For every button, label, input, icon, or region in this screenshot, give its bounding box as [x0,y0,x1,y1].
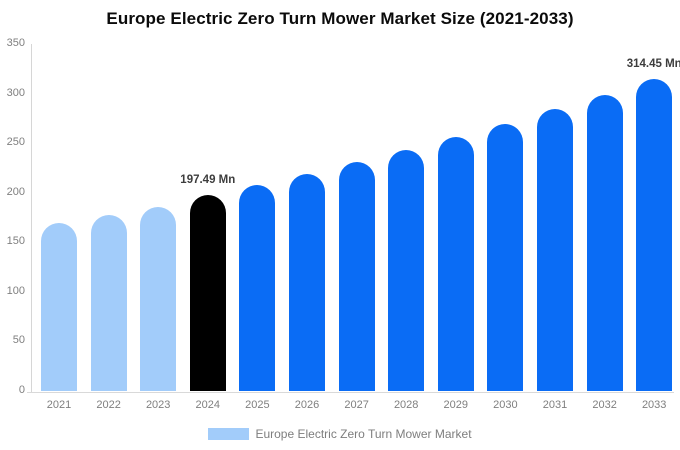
bar-2027[interactable] [338,161,375,391]
y-tick-100: 100 [6,284,25,297]
x-tick-2024: 2024 [195,399,221,411]
y-tick-250: 250 [6,136,25,149]
x-tick-2026: 2026 [294,399,320,411]
bar-2024[interactable] [189,195,226,391]
x-tick-2028: 2028 [393,399,419,411]
x-tick-2022: 2022 [96,399,121,411]
bar-2031[interactable] [537,109,573,391]
bar-2028[interactable] [388,150,425,391]
bar-2032[interactable] [586,94,623,391]
x-tick-2032: 2032 [592,399,617,411]
bar-2030[interactable] [487,124,524,391]
x-tick-2030: 2030 [493,399,518,411]
legend-item[interactable]: Europe Electric Zero Turn Mower Market [0,426,680,442]
y-tick-50: 50 [12,334,25,347]
x-tick-2025: 2025 [245,399,270,411]
y-tick-150: 150 [6,235,25,248]
x-tick-2027: 2027 [344,399,369,411]
y-tick-350: 350 [6,37,25,49]
y-tick-300: 300 [6,86,25,99]
x-tick-2023: 2023 [145,399,171,411]
x-axis-line [27,392,674,393]
legend-label: Europe Electric Zero Turn Mower Market [255,427,472,441]
x-tick-2031: 2031 [542,399,568,411]
data-label-2033: 314.45 Mn [626,58,680,71]
y-tick-0: 0 [18,384,25,396]
bar-2023[interactable] [140,206,177,391]
bar-2026[interactable] [289,173,325,391]
bar-2025[interactable] [239,184,276,391]
bar-2029[interactable] [437,137,474,391]
y-axis-line [31,44,32,392]
legend-swatch [208,428,250,440]
x-tick-2033: 2033 [641,399,667,411]
data-label-2024: 197.49 Mn [180,174,236,187]
bar-2022[interactable] [90,214,127,391]
y-tick-200: 200 [6,185,25,198]
bar-2021[interactable] [41,223,77,391]
x-tick-2029: 2029 [443,399,469,411]
chart-title: Europe Electric Zero Turn Mower Market S… [106,9,574,28]
x-tick-2021: 2021 [46,399,72,411]
bar-2033[interactable] [636,79,673,391]
